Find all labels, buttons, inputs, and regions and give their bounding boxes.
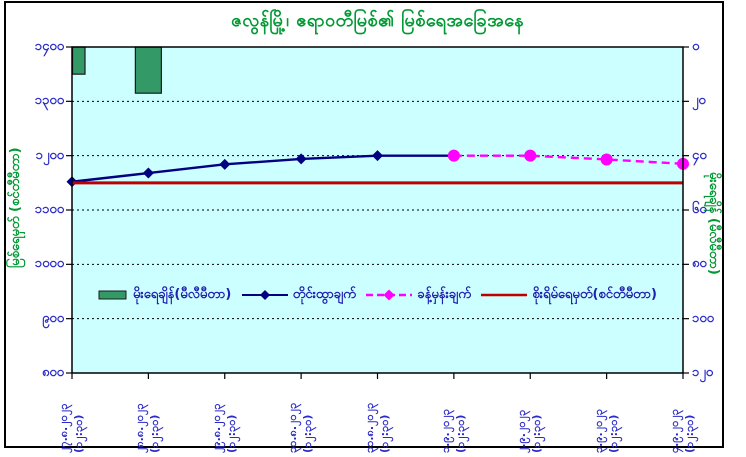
forecast-point-circle [447, 149, 460, 162]
legend-label: တိုင်းထွာချက် [292, 286, 356, 302]
forecast-point-circle [524, 149, 537, 162]
x-axis-label: ၂၈.၈.၂၀၂၃ (၁၂:၃၀) [133, 403, 162, 453]
right-axis-tick-label: ၀ [692, 39, 700, 54]
plot-border [71, 46, 684, 374]
right-axis-tick-label: ၄၀ [692, 147, 707, 163]
rainfall-bar [71, 46, 86, 75]
x-axis-label: ၂၉.၈.၂၀၂၃ (၁၂:၃၀) [209, 403, 238, 453]
legend-item-rainfall: မိုးရေချိန်(မီလီမီတာ) [98, 286, 231, 305]
legend-marker-observed-water-level [241, 289, 288, 301]
left-axis-tick-label: ၈၀၀ [41, 365, 64, 380]
legend-marker-forecast-water-level [366, 289, 413, 301]
legend-marker-rainfall [98, 289, 128, 301]
legend: မိုးရေချိန်(မီလီမီတာ) တိုင်းထွာချက် ခန့်မှ… [72, 283, 683, 307]
x-axis-label: ၄.၉.၂၀၂၃ (၁၂:၃၀) [668, 409, 696, 453]
observed-point-diamond [142, 167, 154, 179]
legend-marker-danger-level [481, 289, 528, 301]
right-axis-title: မိုးရေချိန် (မီလီမီတာ) [706, 171, 721, 275]
legend-label: ခန့်မှန်းချက် [417, 286, 471, 302]
x-axis-label: ၃၀.၈.၂၀၂၃ (၁၂:၃၀) [286, 402, 315, 453]
right-axis-tick-label: ၁၂၀ [692, 365, 714, 380]
legend-label: မိုးရေချိန်(မီလီမီတာ) [133, 286, 232, 302]
observed-point-diamond [219, 158, 231, 170]
legend-item-forecast-water-level: ခန့်မှန်းချက် [366, 286, 471, 305]
left-axis-tick-label: ၁၃၀၀ [34, 93, 64, 109]
left-axis-tick-label: ၁၀၀၀ [34, 256, 64, 272]
legend-item-danger-level: စိုးရိမ်ရေမှတ်(စင်တီမီတာ) [481, 286, 657, 305]
rainfall-bar [134, 46, 162, 94]
forecast-point-circle [600, 153, 613, 166]
chart-title: ဇလွန်မြို့၊ ဧရာဝတီမြစ်၏ မြစ်ရေအခြေအနေ [231, 10, 524, 31]
legend-item-observed-water-level: တိုင်းထွာချက် [241, 286, 356, 305]
right-axis-tick-label: ၁၀၀ [692, 310, 714, 326]
legend-label: စိုးရိမ်ရေမှတ်(စင်တီမီတာ) [532, 286, 657, 302]
left-axis-tick-label: ၁၁၀၀ [34, 202, 64, 217]
observed-point-diamond [372, 150, 383, 162]
x-axis-label: ၁.၉.၂၀၂၃ (၁၂:၃၀) [438, 409, 467, 453]
observed-line [66, 150, 460, 188]
right-axis-tick-label: ၂၀ [692, 93, 706, 109]
observed-point-diamond [295, 153, 307, 165]
x-axis-label: ၂၇.၈.၂၀၂၃ (၁၂:၃၀) [57, 403, 85, 453]
x-axis-label: ၂.၉.၂၀၂၃ (၁၂:၃၀) [515, 409, 544, 453]
right-axis-tick-label: ၈၀ [692, 256, 707, 272]
x-axis-label: ၃.၉.၂၀၂၃ (၁၂:၃၀) [591, 409, 620, 453]
right-axis-tick-label: ၆၀ [692, 202, 707, 217]
left-axis-tick-label: ၁၄၀၀ [34, 39, 64, 54]
x-axis-label: ၃၁.၈.၂၀၂၃ (၁၂:၃၀) [362, 402, 391, 453]
left-axis-tick-label: ၁၂၀၀ [35, 147, 64, 163]
axis-ticks [66, 46, 689, 379]
left-axis-tick-label: ၉၀၀ [42, 310, 64, 326]
